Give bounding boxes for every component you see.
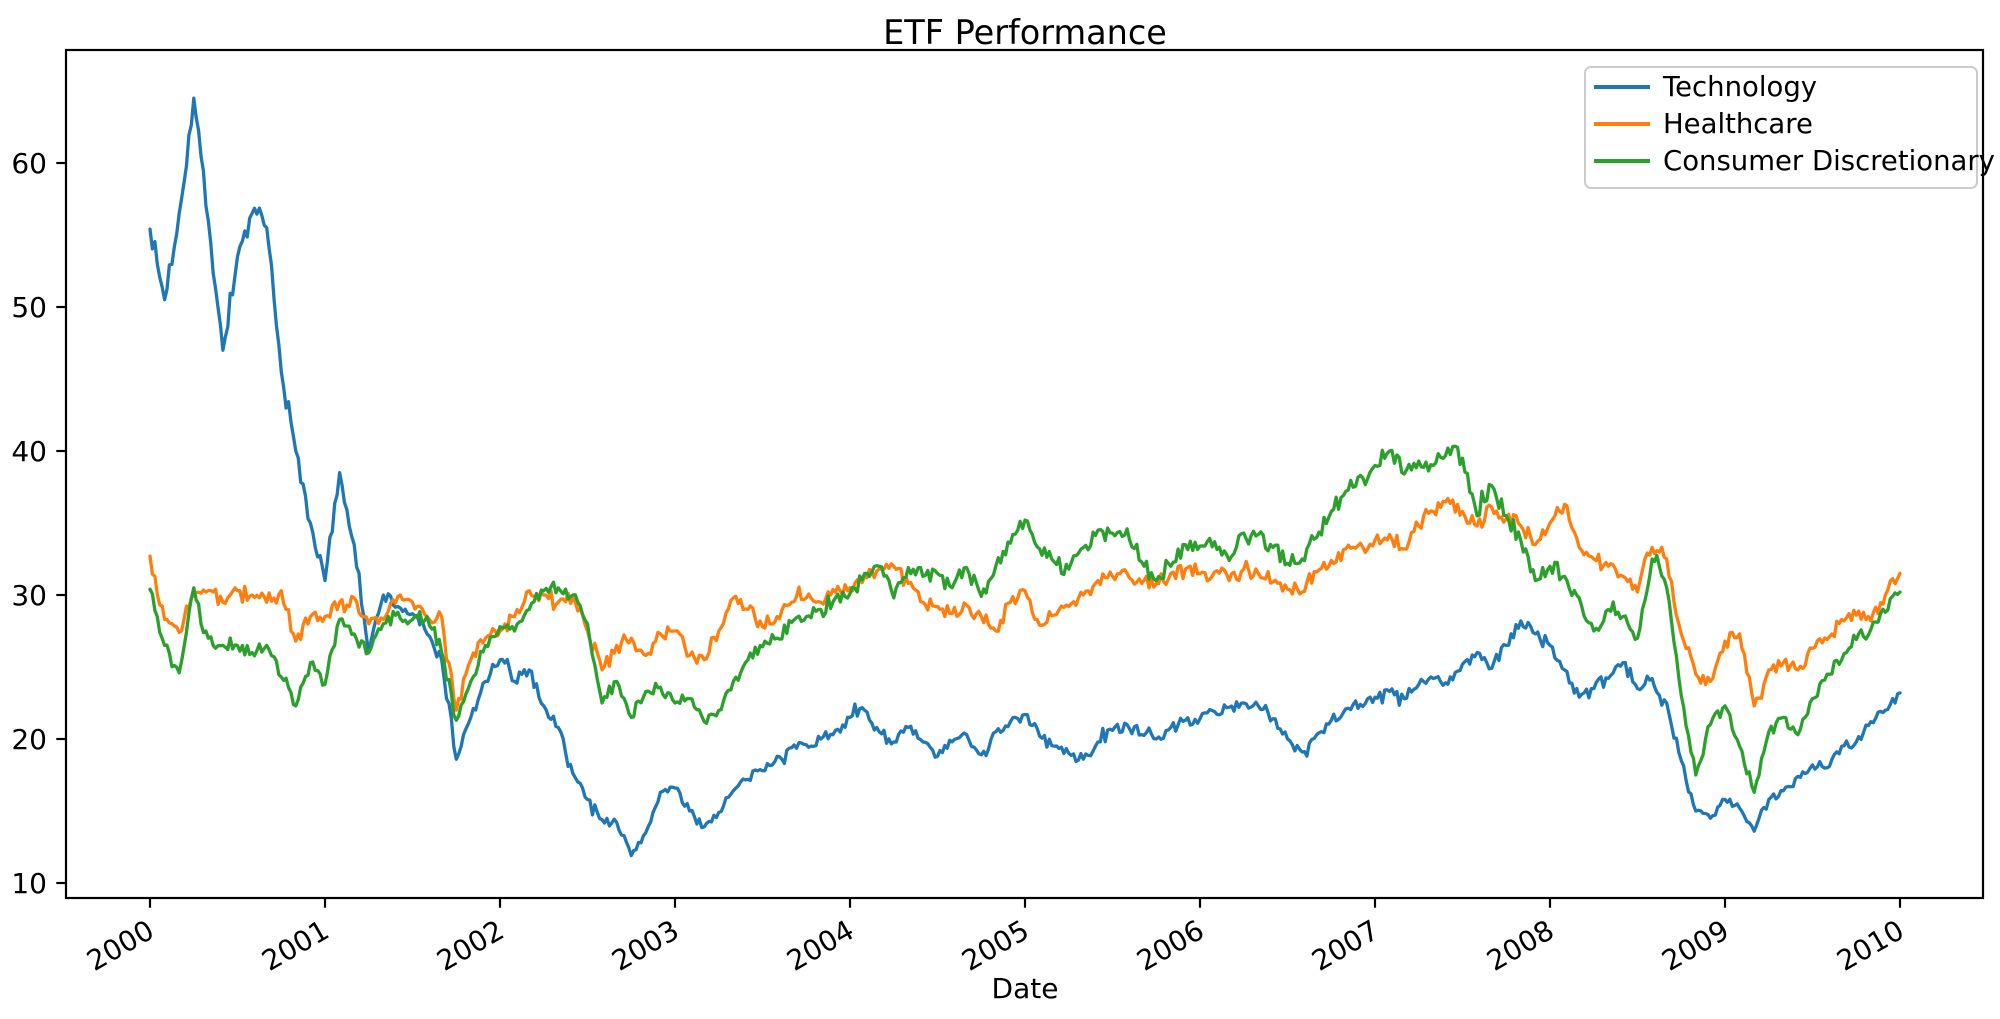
x-tick-label-2000: 2000 xyxy=(81,913,159,977)
y-tick-label-50: 50 xyxy=(11,291,47,324)
legend-item-technology: Technology xyxy=(1594,71,1817,103)
x-tick-label-2003: 2003 xyxy=(606,913,684,977)
x-tick-label-2007: 2007 xyxy=(1306,913,1384,977)
x-tick-label-2008: 2008 xyxy=(1481,913,1559,977)
y-tick-label-40: 40 xyxy=(11,435,47,468)
legend-item-consumer-discretionary: Consumer Discretionary xyxy=(1594,145,1995,177)
x-tick-label-2002: 2002 xyxy=(431,913,509,977)
series-line-healthcare xyxy=(148,496,1902,712)
legend: Technology Healthcare Consumer Discretiona… xyxy=(1584,66,1995,189)
y-tick-label-30: 30 xyxy=(11,579,47,612)
y-tick-label-20: 20 xyxy=(11,723,47,756)
legend-item-healthcare: Healthcare xyxy=(1594,108,1813,140)
x-tick-label-2001: 2001 xyxy=(256,913,334,977)
legend-box xyxy=(1584,66,1978,189)
legend-label-healthcare: Healthcare xyxy=(1663,108,1813,140)
chart-title: ETF Performance xyxy=(883,13,1167,52)
y-tick-label-60: 60 xyxy=(11,147,47,180)
legend-label-consumer-discretionary: Consumer Discretionary xyxy=(1663,145,1995,177)
legend-label-technology: Technology xyxy=(1662,71,1817,103)
series-line-technology xyxy=(148,96,1902,858)
x-tick-label-2004: 2004 xyxy=(781,913,859,977)
series-line-consumer-discretionary xyxy=(148,444,1902,794)
y-tick-label-10: 10 xyxy=(11,867,47,900)
x-axis-label: Date xyxy=(991,972,1059,1005)
x-tick-label-2010: 2010 xyxy=(1831,913,1909,977)
x-tick-label-2005: 2005 xyxy=(956,913,1034,977)
x-tick-label-2009: 2009 xyxy=(1656,913,1734,977)
x-tick-label-2006: 2006 xyxy=(1131,913,1209,977)
